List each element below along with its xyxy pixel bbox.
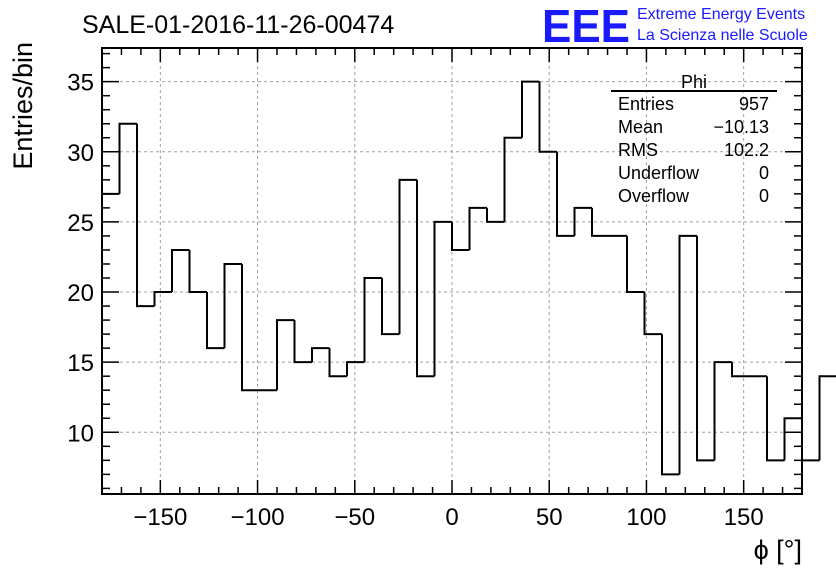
y-axis-title: Entries/bin [8, 42, 38, 170]
histogram-bin [713, 361, 732, 461]
y-tick-label: 20 [67, 280, 94, 307]
stats-row-value: 0 [759, 186, 769, 206]
histogram-bin [696, 235, 715, 462]
histogram-bin [538, 81, 557, 153]
tick-labels: −150 −100 −50 0 50 100 150 10 15 20 25 30 35 [67, 70, 763, 531]
logo-line-1: Extreme Energy Events [637, 6, 805, 23]
histogram-bin [503, 136, 522, 222]
y-tick-label: 30 [67, 140, 94, 167]
stats-rows: Entries 957 Mean −10.13 RMS 102.2 Underflow 0 Ov… [618, 94, 769, 206]
axis-ticks [102, 48, 802, 494]
stats-title: Phi [681, 72, 707, 92]
histogram-bin [136, 123, 155, 308]
stats-row-value: 0 [759, 163, 769, 183]
histogram-bin [468, 206, 487, 250]
stats-row-label: Entries [618, 94, 674, 114]
histogram-bin [206, 292, 225, 350]
grid-layer [102, 48, 802, 494]
x-tick-label: 0 [445, 504, 458, 531]
x-tick-label: −50 [334, 504, 375, 531]
histogram-bin [731, 362, 750, 378]
histogram-bin [783, 417, 802, 461]
histogram-bin [661, 334, 680, 476]
y-tick-label: 10 [67, 420, 94, 447]
histogram-bin [556, 151, 575, 237]
logo-line-2: La Scienza nelle Scuole [637, 27, 808, 44]
eee-logo: EEE Extreme Energy Events La Scienza nel… [542, 0, 808, 52]
y-tick-label: 25 [67, 210, 94, 237]
histogram-bin [521, 80, 540, 138]
histogram-bin [171, 248, 190, 293]
histogram-bin [346, 361, 365, 377]
x-axis-title: ϕ [°] [754, 535, 802, 565]
histogram-bin [486, 207, 505, 223]
histogram-bin [188, 249, 207, 294]
stats-row-label: RMS [618, 140, 658, 160]
stats-row-label: Underflow [618, 163, 700, 183]
histogram-bin [118, 122, 137, 194]
eee-logo-mark: EEE [542, 0, 630, 52]
histogram-bin [766, 376, 785, 462]
stats-row-value: −10.13 [713, 117, 769, 137]
histogram-bin [416, 179, 435, 378]
histogram-bin [328, 348, 347, 378]
x-tick-label: 150 [724, 504, 764, 531]
histogram-bin [363, 277, 382, 363]
x-tick-label: −150 [133, 504, 187, 531]
histogram-bin [293, 320, 312, 364]
histogram-bin [153, 291, 172, 307]
histogram-bin [451, 221, 470, 251]
y-tick-label: 15 [67, 350, 94, 377]
histogram-bin [311, 347, 330, 363]
x-tick-label: 100 [626, 504, 666, 531]
histogram-bin [276, 319, 295, 391]
chart-title: SALE-01-2016-11-26-00474 [82, 11, 394, 39]
x-tick-label: −100 [231, 504, 285, 531]
histogram-bin [626, 235, 645, 294]
x-tick-label: 50 [536, 504, 563, 531]
histogram-bin [241, 263, 260, 392]
histogram-bin [573, 206, 592, 236]
stats-row-label: Mean [618, 117, 663, 137]
histogram-bin [801, 418, 820, 462]
histogram-bin [643, 292, 662, 336]
histogram-bin [591, 207, 610, 237]
histogram-bin [433, 220, 452, 377]
histogram-bin [223, 262, 242, 349]
histogram-bin [678, 234, 697, 475]
histogram-bars [102, 80, 836, 476]
stats-row-value: 957 [739, 94, 769, 114]
stats-row-label: Overflow [618, 186, 690, 206]
histogram-bin [398, 178, 417, 335]
stats-box: Phi Entries 957 Mean −10.13 RMS 102.2 Underflo… [611, 72, 777, 206]
y-tick-label: 35 [67, 70, 94, 97]
histogram-bin [818, 375, 836, 461]
stats-row-value: 102.2 [724, 140, 769, 160]
histogram-bin [381, 278, 400, 336]
